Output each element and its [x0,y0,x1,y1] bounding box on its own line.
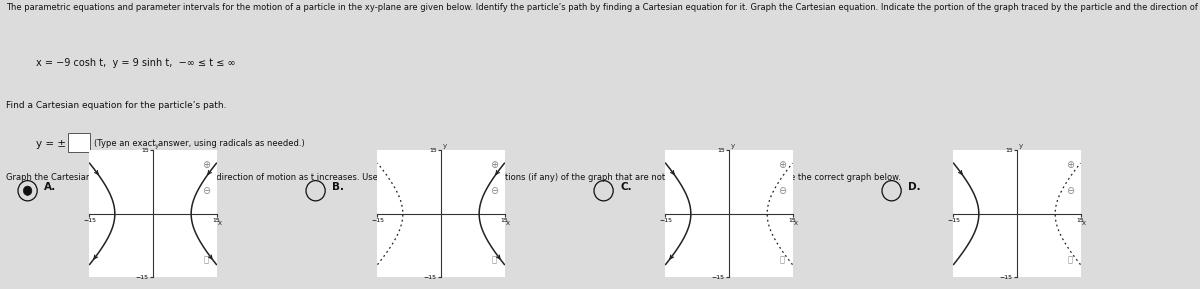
Bar [68,133,90,152]
Text: ⊕: ⊕ [1067,160,1074,171]
Text: x: x [217,220,222,226]
Text: x: x [793,220,798,226]
Text: ⧉: ⧉ [204,256,209,265]
Text: y: y [731,143,734,149]
Text: ⊕: ⊕ [779,160,786,171]
Text: y: y [155,143,158,149]
Text: ⊕: ⊕ [203,160,210,171]
Text: y = ±: y = ± [36,139,66,149]
Text: The parametric equations and parameter intervals for the motion of a particle in: The parametric equations and parameter i… [6,3,1200,12]
Text: ⧉: ⧉ [780,256,785,265]
Text: x: x [505,220,510,226]
Text: Find a Cartesian equation for the particle’s path.: Find a Cartesian equation for the partic… [6,101,227,110]
Text: y: y [443,143,446,149]
Text: ⧉: ⧉ [492,256,497,265]
Text: ⊖: ⊖ [203,186,210,196]
Text: x = −9 cosh t,  y = 9 sinh t,  −∞ ≤ t ≤ ∞: x = −9 cosh t, y = 9 sinh t, −∞ ≤ t ≤ ∞ [36,58,235,68]
Text: C.: C. [620,182,632,192]
Text: ⊖: ⊖ [1067,186,1074,196]
Text: x: x [1081,220,1086,226]
Text: ⊕: ⊕ [491,160,498,171]
Text: (Type an exact answer, using radicals as needed.): (Type an exact answer, using radicals as… [94,139,305,148]
Text: Graph the Cartesian equation below. Indicate the direction of motion as t increa: Graph the Cartesian equation below. Indi… [6,173,901,182]
Text: ⧉: ⧉ [1068,256,1073,265]
Text: A.: A. [44,182,56,192]
Text: B.: B. [332,182,344,192]
Text: D.: D. [908,182,922,192]
Text: ⊖: ⊖ [491,186,498,196]
Ellipse shape [24,186,31,195]
Text: y: y [1019,143,1022,149]
Text: ⊖: ⊖ [779,186,786,196]
